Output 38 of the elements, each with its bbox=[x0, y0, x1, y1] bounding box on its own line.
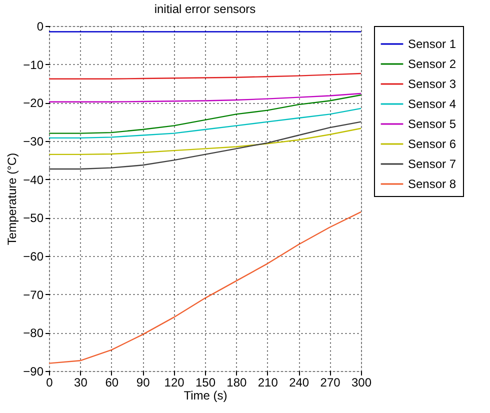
x-axis-title: Time (s) bbox=[184, 388, 228, 402]
legend-label: Sensor 7 bbox=[408, 157, 456, 171]
y-tick-label: −60 bbox=[23, 250, 44, 264]
y-tick-label: −90 bbox=[23, 364, 44, 378]
legend-label: Sensor 3 bbox=[408, 77, 456, 91]
line-series bbox=[48, 94, 362, 134]
x-tick-label: 180 bbox=[226, 376, 248, 390]
chart-title: initial error sensors bbox=[154, 2, 256, 16]
y-tick-label: −40 bbox=[23, 172, 44, 187]
legend-label: Sensor 1 bbox=[408, 37, 456, 51]
y-tick-label: −20 bbox=[23, 96, 44, 110]
legend-label: Sensor 2 bbox=[408, 57, 456, 71]
x-tick-label: 240 bbox=[289, 376, 310, 390]
x-tick-label: 150 bbox=[195, 376, 216, 390]
line-series bbox=[48, 211, 362, 364]
y-tick-label: −70 bbox=[23, 288, 44, 302]
line-series bbox=[48, 128, 362, 156]
x-tick-label: 0 bbox=[46, 376, 54, 390]
y-tick-label: 0 bbox=[36, 20, 44, 34]
y-tick-label: −10 bbox=[23, 58, 44, 72]
line-series bbox=[48, 121, 362, 170]
x-tick-label: 300 bbox=[351, 376, 372, 390]
line-series bbox=[48, 92, 362, 102]
legend-label: Sensor 8 bbox=[408, 177, 456, 191]
x-tick-label: 90 bbox=[136, 376, 150, 390]
line-series bbox=[48, 108, 362, 139]
y-tick-label: −50 bbox=[23, 211, 44, 226]
legend-label: Sensor 4 bbox=[408, 97, 456, 111]
x-tick-label: 120 bbox=[164, 376, 185, 390]
y-tick-label: −80 bbox=[23, 326, 44, 340]
x-tick-label: 270 bbox=[320, 376, 341, 390]
legend-label: Sensor 5 bbox=[408, 117, 456, 131]
y-tick-label: −30 bbox=[23, 134, 44, 148]
x-tick-label: 30 bbox=[74, 376, 88, 390]
x-tick-label: 60 bbox=[105, 376, 119, 390]
x-tick-label: 210 bbox=[258, 376, 278, 390]
legend-label: Sensor 6 bbox=[408, 137, 456, 151]
y-axis-title: Temperature (°C) bbox=[5, 152, 20, 246]
